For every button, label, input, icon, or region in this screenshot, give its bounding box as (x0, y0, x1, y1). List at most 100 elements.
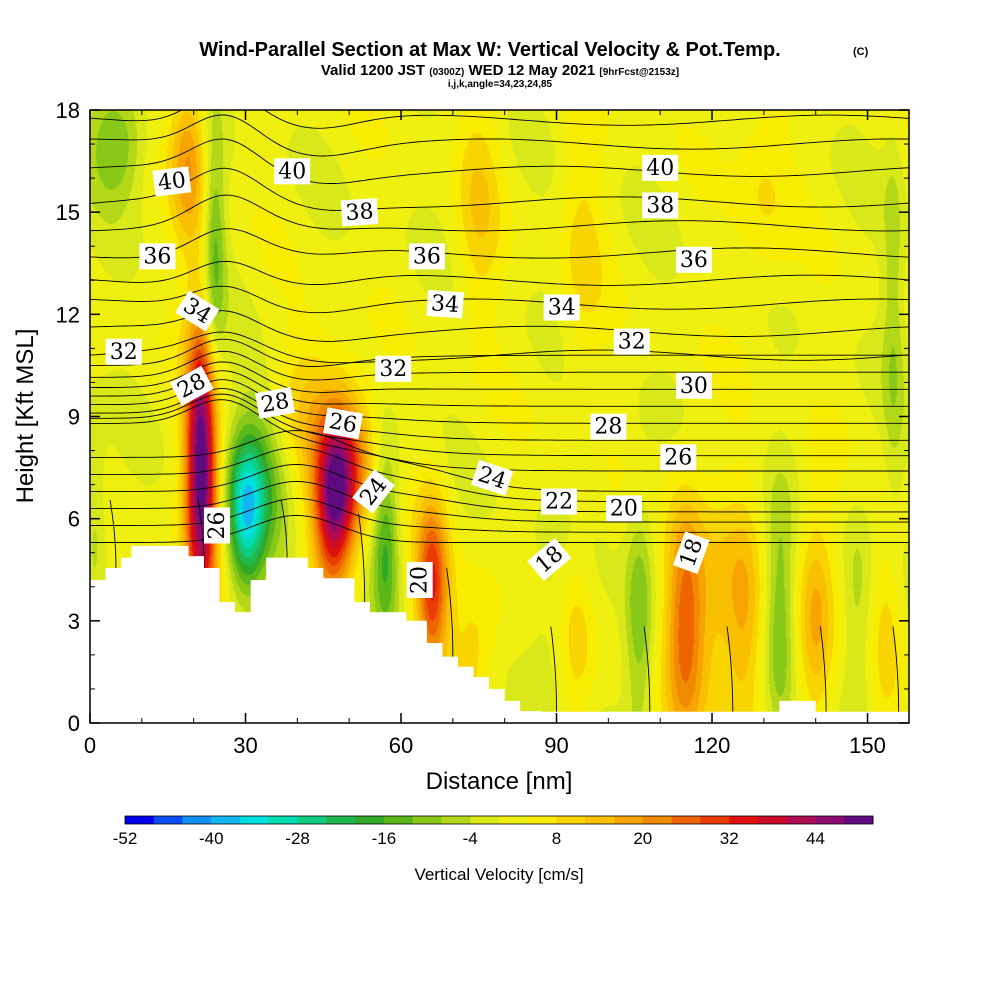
contour-label-22: 22 (541, 488, 578, 515)
contour-label-32: 32 (613, 328, 650, 355)
theta-contour-32 (90, 331, 909, 364)
colorbar-swatch (441, 816, 471, 824)
contour-label-box (675, 246, 712, 273)
contour-label-box (139, 243, 176, 270)
colorbar-tick-label: 8 (552, 829, 561, 848)
contour-label-text: 28 (259, 389, 291, 418)
contour-label-32: 32 (375, 355, 412, 382)
contour-label-box (255, 386, 296, 419)
colorbar: -52 -40 -28 -16 -4 8 20 32 44 (113, 815, 874, 848)
contour-label-38: 38 (642, 192, 679, 219)
y-tick-label: 9 (68, 405, 80, 430)
colorbar-tick-label: -4 (463, 829, 478, 848)
contour-label-text: 32 (379, 357, 407, 382)
contour-label-24: 24 (471, 459, 514, 496)
colorbar-swatch (240, 816, 270, 824)
contour-label-box (426, 289, 464, 319)
y-tick-label: 0 (68, 711, 80, 736)
contour-label-text: 40 (157, 168, 188, 196)
contour-label-38: 38 (340, 197, 379, 227)
theta-contour-34 (90, 285, 909, 314)
contour-label-box (175, 290, 220, 332)
colorbar-tick-label: 20 (633, 829, 652, 848)
contour-label-text: 34 (430, 291, 460, 318)
colorbar-swatch (125, 816, 155, 824)
subtitle-utc: (0300Z) (429, 67, 464, 78)
colorbar-swatch (268, 816, 299, 824)
colorbar-swatch (326, 816, 356, 824)
contour-label-box (590, 413, 627, 440)
colorbar-swatch (642, 816, 673, 824)
terrain (90, 545, 909, 723)
theta-contour-21 (90, 464, 909, 513)
theta-contour-25 (90, 393, 909, 457)
contour-label-text: 26 (664, 445, 692, 470)
colorbar-frame (124, 815, 874, 825)
colorbar-swatch (355, 816, 385, 824)
contour-label-text: 36 (680, 248, 708, 273)
colorbar-tick-label: 44 (806, 829, 825, 848)
contour-label-36: 36 (408, 243, 445, 270)
bl-contour (550, 626, 557, 712)
contour-label-box (642, 192, 679, 219)
contour-label-box (406, 562, 433, 598)
bl-contour (892, 626, 900, 712)
contour-label-26: 26 (204, 507, 230, 544)
colorbar-tick-label: -16 (372, 829, 397, 848)
x-tick-label: 150 (849, 733, 886, 758)
contour-label-box (605, 495, 642, 522)
contour-label-text: 32 (110, 340, 138, 365)
theta-contour-41 (90, 110, 909, 129)
colorbar-swatch (182, 816, 212, 824)
contour-label-text: 30 (680, 374, 708, 399)
colorbar-swatch (499, 816, 529, 824)
contour-label-36: 36 (139, 243, 176, 270)
theta-contour-35 (90, 260, 909, 286)
theta-contour-22 (90, 447, 909, 503)
contour-label-box (642, 154, 679, 181)
chart-subtitle: Valid 1200 JST (0300Z) WED 12 May 2021 [… (321, 62, 679, 79)
contour-label-28: 28 (255, 386, 296, 419)
colorbar-swatch (729, 816, 759, 824)
theta-contour-36 (90, 228, 909, 259)
y-tick-label: 15 (56, 200, 80, 225)
contour-label-box (340, 197, 379, 227)
colorbar-swatch (757, 816, 788, 824)
bl-contour (358, 513, 366, 603)
contour-label-text: 20 (408, 566, 433, 594)
colorbar-tick-label: -52 (113, 829, 138, 848)
colorbar-swatch (815, 816, 845, 824)
theta-contour-31 (90, 338, 909, 367)
contour-label-text: 32 (618, 330, 646, 355)
colorbar-swatch (153, 816, 184, 824)
colorbar-swatch (412, 816, 442, 824)
contour-label-box (352, 469, 395, 514)
contour-label-box (204, 507, 230, 544)
contour-label-text: 28 (594, 415, 622, 440)
colorbar-swatch (556, 816, 586, 824)
contour-label-text: 34 (548, 296, 576, 321)
colorbar-tick-label: -28 (285, 829, 310, 848)
colorbar-label: Vertical Velocity [cm/s] (414, 865, 583, 884)
colorbar-tick-label: 32 (720, 829, 739, 848)
contour-label-box (375, 355, 412, 382)
colorbar-swatch (786, 816, 816, 824)
contour-label-34: 34 (426, 289, 464, 319)
theta-contour-39 (90, 138, 909, 184)
contour-label-40: 40 (274, 158, 311, 185)
contour-label-box (152, 166, 192, 197)
bl-contour (726, 626, 734, 712)
y-tick-label: 3 (68, 609, 80, 634)
colorbar-swatch (297, 816, 327, 824)
contour-label-text: 26 (327, 409, 359, 438)
subtitle-forecast: [9hrFcst@2153z] (599, 67, 679, 78)
contour-label-30: 30 (675, 372, 712, 399)
contour-label-box (408, 243, 445, 270)
contour-label-40: 40 (642, 154, 679, 181)
contour-label-text: 38 (646, 193, 674, 218)
contour-label-box (169, 365, 214, 406)
contour-label-36: 36 (675, 246, 712, 273)
theta-contour-40 (90, 114, 909, 157)
contour-label-box (613, 328, 650, 355)
colorbar-swatch (844, 816, 874, 824)
